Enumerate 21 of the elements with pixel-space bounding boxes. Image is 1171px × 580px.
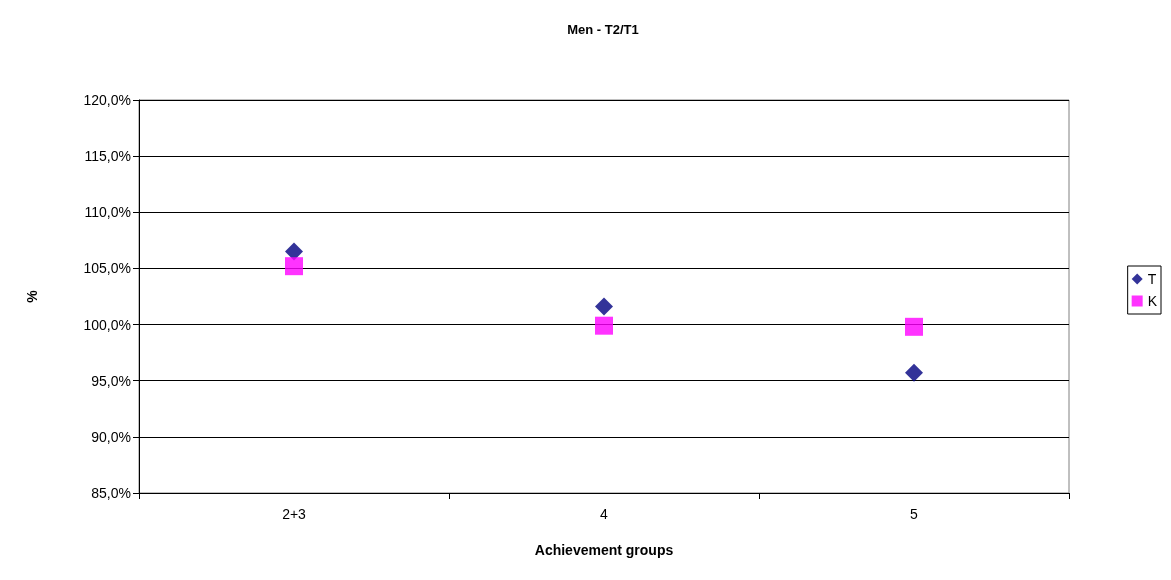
y-tick-label: 85,0%	[91, 485, 131, 501]
y-tick-label: 90,0%	[91, 428, 131, 445]
x-tick-label: 2+3	[282, 506, 307, 522]
y-tick-label: 115,0%	[84, 148, 131, 165]
x-axis-title: Achievement groups	[534, 542, 674, 558]
chart-title: Men - T2/T1	[567, 22, 639, 37]
y-tick-label: 105,0%	[83, 260, 131, 277]
y-axis-title: %	[24, 289, 40, 303]
legend-label: K	[1147, 293, 1158, 309]
y-tick-label: 110,0%	[84, 204, 131, 221]
y-tick-label: 120,0%	[83, 92, 131, 108]
y-tick-label: 100,0%	[83, 316, 131, 333]
point	[595, 297, 613, 316]
point	[905, 363, 923, 382]
point	[905, 317, 923, 336]
x-tick-label: 4	[600, 506, 609, 522]
point	[285, 257, 303, 276]
y-tick-label: 95,0%	[91, 372, 131, 389]
x-tick-label: 5	[910, 506, 919, 522]
legend-label: T	[1147, 271, 1157, 287]
point	[595, 316, 613, 335]
